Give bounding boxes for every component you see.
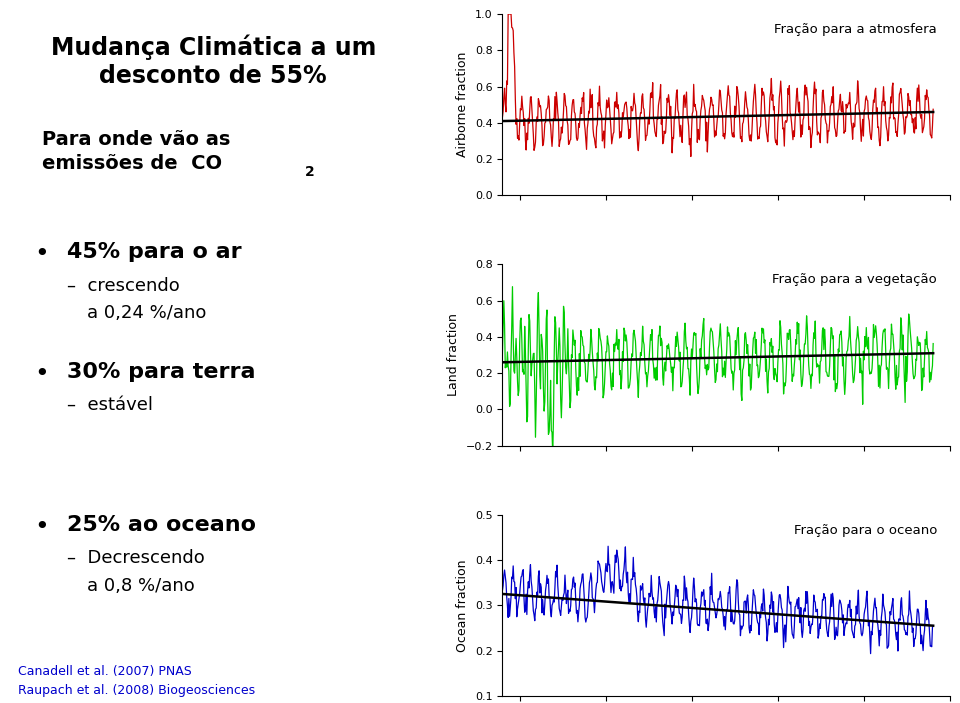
Text: emissões de  CO: emissões de CO <box>42 154 223 173</box>
Text: a 0,24 %/ano: a 0,24 %/ano <box>87 304 206 322</box>
Text: 25% ao oceano: 25% ao oceano <box>66 515 255 535</box>
Text: 30% para terra: 30% para terra <box>66 362 255 382</box>
Text: •: • <box>34 243 49 266</box>
Text: –  crescendo: – crescendo <box>66 276 180 295</box>
Y-axis label: Ocean fraction: Ocean fraction <box>456 559 469 652</box>
Text: •: • <box>34 362 49 386</box>
Text: Para onde vão as: Para onde vão as <box>42 130 230 149</box>
Text: 45% para o ar: 45% para o ar <box>66 243 241 262</box>
Y-axis label: Airborne fraction: Airborne fraction <box>456 52 469 157</box>
Text: Mudança Climática a um
desconto de 55%: Mudança Climática a um desconto de 55% <box>51 34 376 88</box>
Text: Raupach et al. (2008) Biogeosciences: Raupach et al. (2008) Biogeosciences <box>17 684 254 697</box>
Text: –  Decrescendo: – Decrescendo <box>66 549 204 567</box>
Text: Fração para a atmosfera: Fração para a atmosfera <box>774 23 937 36</box>
Text: •: • <box>34 515 49 539</box>
Text: Canadell et al. (2007) PNAS: Canadell et al. (2007) PNAS <box>17 665 191 678</box>
Y-axis label: Land fraction: Land fraction <box>447 314 460 396</box>
Text: a 0,8 %/ano: a 0,8 %/ano <box>87 576 195 595</box>
Text: 2: 2 <box>305 165 315 179</box>
Text: Fração para o oceano: Fração para o oceano <box>794 524 937 536</box>
Text: –  estável: – estável <box>66 396 153 414</box>
Text: Fração para a vegetação: Fração para a vegetação <box>772 273 937 286</box>
